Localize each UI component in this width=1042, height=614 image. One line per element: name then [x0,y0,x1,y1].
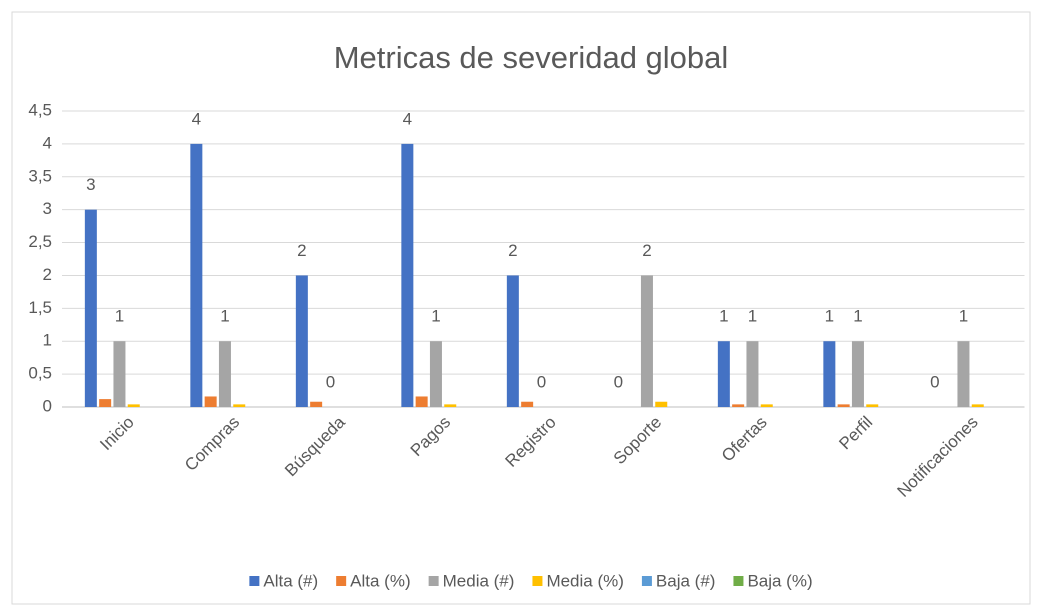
legend-swatch [428,576,439,586]
legend-swatch [249,576,260,586]
data-label: 3 [86,175,95,194]
chart-title: Metricas de severidad global [334,40,729,75]
data-label: 1 [853,307,862,326]
data-label: 4 [192,109,201,128]
bar [190,143,203,407]
bar [746,341,759,407]
bar [655,401,668,407]
data-label: 2 [642,241,651,260]
y-tick-label: 0,5 [28,364,52,383]
legend-label: Media (#) [443,571,515,590]
bar [971,404,984,407]
bar [837,404,850,407]
bar [717,341,730,407]
y-tick-label: 2,5 [28,232,52,251]
data-label: 2 [508,241,517,260]
legend-label: Baja (%) [747,571,812,590]
bar [113,341,126,407]
bar [640,275,653,407]
y-tick-label: 3 [43,199,52,218]
bar [957,341,970,407]
bar [866,404,879,407]
y-tick-label: 1,5 [28,298,52,317]
data-label: 1 [115,307,124,326]
bar [401,143,414,407]
bar [233,404,246,407]
legend-swatch [733,576,744,586]
bar [521,401,534,407]
y-tick-label: 4 [43,133,52,152]
data-label: 0 [537,372,546,391]
bar [415,396,428,407]
bar [295,275,308,407]
bar [310,401,323,407]
bar [444,404,457,407]
bar [823,341,836,407]
legend-swatch [336,576,347,586]
bar [429,341,442,407]
bar [84,209,97,407]
bar [218,341,231,407]
data-label: 4 [403,109,412,128]
legend-label: Media (%) [546,571,623,590]
legend-label: Baja (#) [656,571,716,590]
data-label: 0 [326,372,335,391]
y-tick-label: 2 [43,265,52,284]
legend-swatch [641,576,652,586]
legend-label: Alta (#) [263,571,318,590]
data-label: 1 [748,307,757,326]
data-label: 1 [959,307,968,326]
y-tick-label: 1 [43,331,52,350]
bar [99,399,112,407]
y-tick-label: 4,5 [28,100,52,119]
y-tick-label: 0 [43,396,52,415]
data-label: 0 [930,372,939,391]
data-label: 1 [220,307,229,326]
legend-swatch [532,576,543,586]
bar [851,341,864,407]
bar [506,275,519,407]
y-tick-label: 3,5 [28,166,52,185]
data-label: 1 [719,307,728,326]
data-label: 2 [297,241,306,260]
bar [760,404,773,407]
bar [732,404,745,407]
bar [204,396,217,407]
data-label: 0 [614,372,623,391]
data-label: 1 [825,307,834,326]
legend-label: Alta (%) [350,571,410,590]
bar [127,404,140,407]
data-label: 1 [431,307,440,326]
